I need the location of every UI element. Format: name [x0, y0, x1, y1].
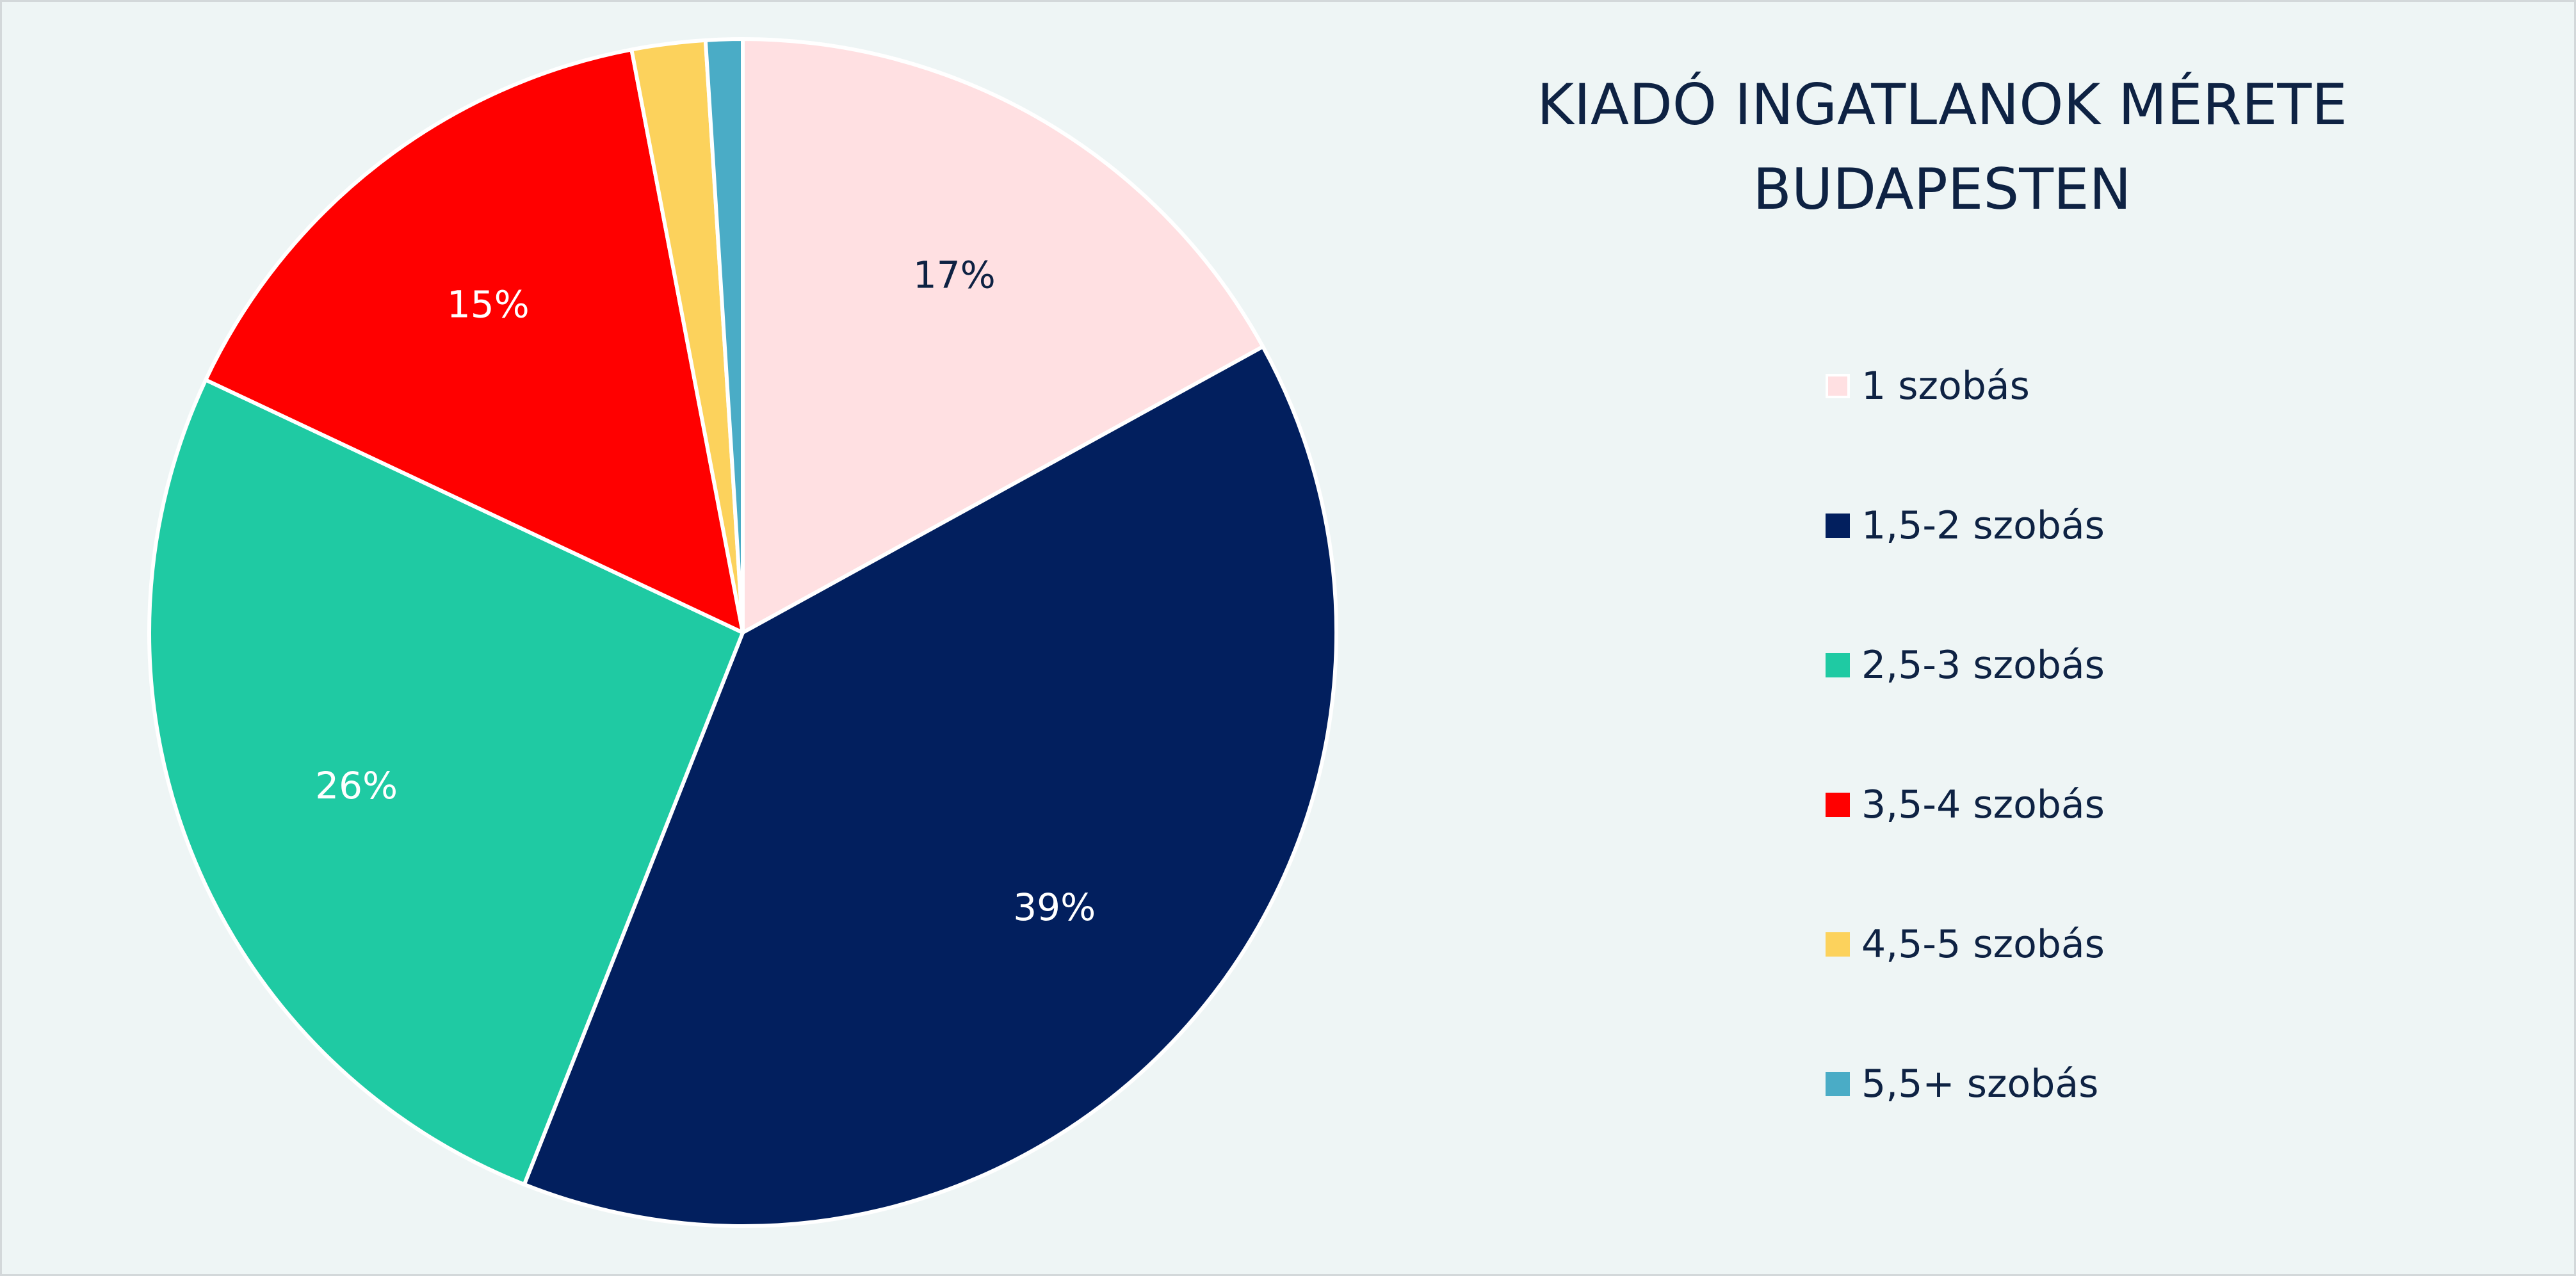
data-label-1-szob-s: 17%: [913, 253, 996, 296]
pie-chart: 17% 39% 26% 15%: [147, 37, 1338, 1228]
legend-item-4-5-5-szob-s: 4,5-5 szobás: [1826, 909, 2105, 980]
legend-label-4-5-5-szob-s: 4,5-5 szobás: [1861, 922, 2105, 967]
legend-swatch-5-5plus-szob-s: [1826, 1072, 1850, 1096]
legend-label-1-5-2-szob-s: 1,5-2 szobás: [1861, 503, 2105, 548]
legend-swatch-4-5-5-szob-s: [1826, 932, 1850, 957]
pie-slice-1-5-2-szob-s: [522, 344, 1338, 1228]
data-label-1-5-2-szob-s: 39%: [1013, 886, 1096, 929]
legend-swatch-1-szob-s: [1826, 374, 1850, 398]
pie-slice-2-5-3-szob-s: [147, 378, 745, 1186]
chart-title-line-2: BUDAPESTEN: [1753, 156, 2132, 222]
legend-label-3-5-4-szob-s: 3,5-4 szobás: [1861, 782, 2105, 827]
chart-title: KIADÓ INGATLANOK MÉRETE BUDAPESTEN: [1411, 63, 2474, 232]
legend-label-1-szob-s: 1 szobás: [1861, 364, 2030, 408]
legend-swatch-3-5-4-szob-s: [1826, 793, 1850, 817]
legend-item-5-5plus-szob-s: 5,5+ szobás: [1826, 1049, 2098, 1119]
pie-slice-1-szob-s: [741, 37, 1265, 635]
legend-swatch-2-5-3-szob-s: [1826, 653, 1850, 677]
data-label-2-5-3-szob-s: 26%: [315, 764, 398, 807]
legend-swatch-1-5-2-szob-s: [1826, 514, 1850, 538]
chart-title-line-1: KIADÓ INGATLANOK MÉRETE: [1537, 72, 2347, 138]
pie-slice-3-5-4-szob-s: [204, 47, 745, 635]
legend-label-5-5plus-szob-s: 5,5+ szobás: [1861, 1062, 2099, 1106]
data-label-3-5-4-szob-s: 15%: [447, 282, 530, 326]
pie-slice-5-5plus-szob-s: [703, 37, 745, 635]
legend-item-1-5-2-szob-s: 1,5-2 szobás: [1826, 490, 2105, 561]
legend-item-2-5-3-szob-s: 2,5-3 szobás: [1826, 630, 2105, 700]
legend-item-1-szob-s: 1 szobás: [1826, 351, 2030, 421]
legend-label-2-5-3-szob-s: 2,5-3 szobás: [1861, 643, 2105, 688]
legend-item-3-5-4-szob-s: 3,5-4 szobás: [1826, 770, 2105, 840]
